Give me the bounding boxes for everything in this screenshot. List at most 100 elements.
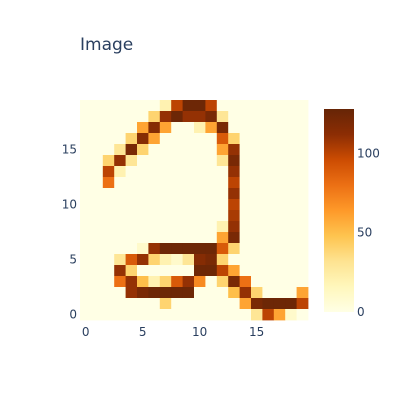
heatmap-cell	[262, 298, 275, 310]
heatmap-cell	[205, 111, 218, 123]
heatmap-cell	[239, 265, 252, 277]
heatmap-cell	[228, 309, 240, 321]
heatmap-cell	[102, 221, 115, 233]
heatmap-cell	[273, 309, 286, 321]
heatmap-cell	[80, 243, 92, 255]
heatmap-cell	[216, 100, 229, 112]
heatmap-cell	[216, 265, 229, 277]
heatmap-cell	[285, 309, 297, 321]
heatmap-cell	[91, 287, 104, 299]
heatmap-cell	[273, 254, 286, 266]
heatmap-cell	[125, 166, 138, 178]
heatmap-cell	[102, 243, 115, 255]
heatmap-cell	[182, 188, 195, 200]
heatmap-cell	[159, 232, 172, 244]
heatmap-cell	[239, 122, 252, 134]
heatmap-cell	[114, 188, 126, 200]
heatmap-cell	[102, 155, 115, 167]
heatmap-cell	[296, 309, 309, 321]
heatmap-cell	[182, 309, 195, 321]
heatmap-cell	[262, 199, 275, 211]
heatmap-cell	[228, 133, 240, 145]
heatmap-cell	[285, 111, 297, 123]
heatmap-cell	[159, 221, 172, 233]
heatmap-cell	[91, 221, 104, 233]
heatmap-cell	[194, 155, 206, 167]
heatmap-cell	[262, 111, 275, 123]
heatmap-cell	[159, 254, 172, 266]
heatmap-cell	[194, 287, 206, 299]
heatmap-cell	[251, 133, 263, 145]
heatmap-cell	[228, 298, 240, 310]
colorbar-tick-label: 50	[357, 226, 372, 240]
heatmap-cell	[114, 100, 126, 112]
heatmap-cell	[296, 254, 309, 266]
heatmap-cell	[285, 287, 297, 299]
heatmap-cell	[171, 188, 183, 200]
heatmap-cell	[102, 144, 115, 156]
heatmap-cell	[273, 122, 286, 134]
heatmap-cell	[285, 100, 297, 112]
heatmap-cell	[159, 199, 172, 211]
heatmap-cell	[216, 221, 229, 233]
heatmap-cell	[114, 177, 126, 189]
heatmap-cell	[80, 177, 92, 189]
heatmap-cell	[148, 298, 161, 310]
heatmap-cell	[182, 177, 195, 189]
heatmap-cell	[205, 287, 218, 299]
heatmap-cell	[137, 210, 149, 222]
heatmap-cell	[194, 210, 206, 222]
heatmap-cell	[182, 254, 195, 266]
heatmap-cell	[228, 177, 240, 189]
heatmap-cell	[216, 177, 229, 189]
heatmap-cell	[251, 287, 263, 299]
heatmap-cell	[239, 243, 252, 255]
heatmap-cell	[125, 298, 138, 310]
heatmap-cell	[296, 298, 309, 310]
heatmap-cell	[262, 287, 275, 299]
heatmap-cell	[137, 287, 149, 299]
y-tick-label: 0	[69, 308, 77, 322]
heatmap-cell	[182, 122, 195, 134]
heatmap-cell	[194, 265, 206, 277]
heatmap-cell	[182, 199, 195, 211]
heatmap-cell	[205, 100, 218, 112]
heatmap-cell	[239, 232, 252, 244]
heatmap-cell	[239, 133, 252, 145]
heatmap-cell	[285, 243, 297, 255]
heatmap-cell	[216, 122, 229, 134]
heatmap-cell	[102, 265, 115, 277]
heatmap-cell	[159, 265, 172, 277]
heatmap-cell	[91, 144, 104, 156]
heatmap-cell	[137, 166, 149, 178]
heatmap-cell	[273, 221, 286, 233]
heatmap-cell	[80, 210, 92, 222]
heatmap-cell	[125, 309, 138, 321]
heatmap-cell	[182, 221, 195, 233]
heatmap-cell	[205, 276, 218, 288]
heatmap-cell	[296, 199, 309, 211]
heatmap-cell	[285, 265, 297, 277]
x-axis: 0 5 10 15	[82, 325, 264, 339]
heatmap-cell	[194, 166, 206, 178]
heatmap-cell	[273, 265, 286, 277]
heatmap-cell	[239, 298, 252, 310]
heatmap-cell	[148, 199, 161, 211]
heatmap-cell	[80, 199, 92, 211]
heatmap-cell	[273, 100, 286, 112]
heatmap-cell	[114, 155, 126, 167]
heatmap-cell	[228, 100, 240, 112]
heatmap-cell	[137, 265, 149, 277]
heatmap-cell	[262, 177, 275, 189]
heatmap-cell	[296, 210, 309, 222]
heatmap-cell	[182, 155, 195, 167]
heatmap-cell	[251, 265, 263, 277]
heatmap-cell	[239, 221, 252, 233]
heatmap-cell	[171, 210, 183, 222]
heatmap-cell	[194, 232, 206, 244]
heatmap-cell	[91, 243, 104, 255]
heatmap-cell	[125, 210, 138, 222]
heatmap-cell	[262, 276, 275, 288]
heatmap-cell	[239, 254, 252, 266]
heatmap-cell	[102, 254, 115, 266]
